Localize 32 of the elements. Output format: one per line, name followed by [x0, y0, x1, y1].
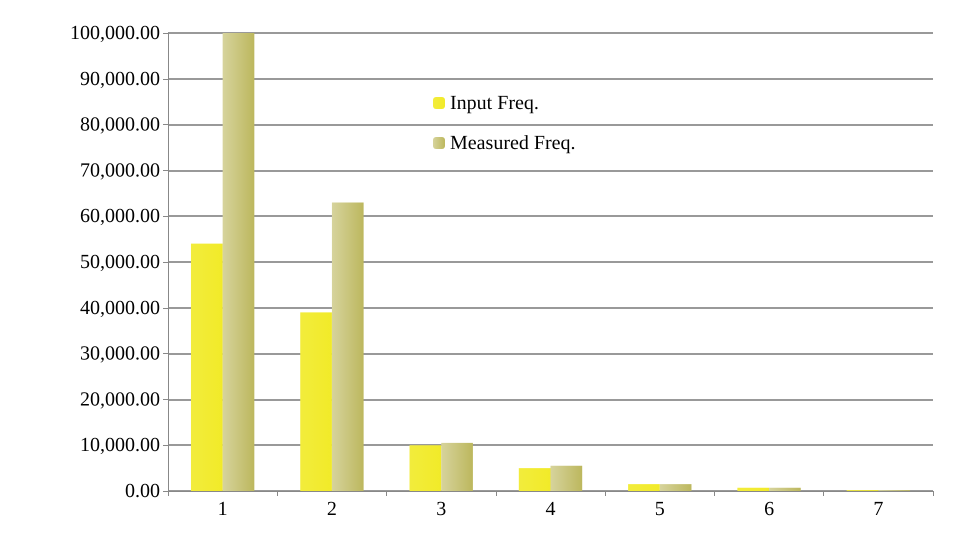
y-tick-label: 20,000.00	[80, 388, 160, 410]
x-tick-label: 3	[436, 498, 446, 520]
y-tick-label: 90,000.00	[80, 68, 160, 90]
y-tick-label: 70,000.00	[80, 159, 160, 182]
y-tick-label: 10,000.00	[80, 434, 160, 456]
x-tick-label: 7	[873, 498, 884, 520]
bar	[518, 468, 550, 491]
x-tick-label: 4	[546, 498, 556, 520]
y-tick-label: 40,000.00	[80, 296, 160, 319]
bar	[332, 202, 364, 491]
bar	[410, 445, 442, 491]
legend-label: Input Freq.	[450, 92, 539, 114]
legend-label: Measured Freq.	[450, 132, 576, 154]
bar	[190, 244, 223, 491]
bar	[660, 484, 692, 491]
bar	[550, 466, 582, 491]
bar	[441, 442, 473, 491]
bar	[737, 488, 770, 491]
bar	[222, 33, 254, 491]
y-tick-label: 30,000.00	[80, 342, 160, 365]
x-tick-label: 5	[654, 498, 665, 520]
y-tick-label: 50,000.00	[80, 251, 160, 273]
y-tick-label: 80,000.00	[80, 114, 160, 136]
y-tick-label: 60,000.00	[80, 205, 160, 228]
bar	[300, 312, 332, 491]
x-tick-label: 2	[326, 498, 337, 520]
y-tick-label: 0.00	[125, 480, 160, 502]
x-tick-label: 1	[218, 498, 228, 520]
y-tick-label: 100,000.00	[70, 22, 160, 44]
x-tick-label: 6	[764, 498, 774, 520]
bar	[769, 488, 801, 491]
bar	[628, 484, 660, 491]
